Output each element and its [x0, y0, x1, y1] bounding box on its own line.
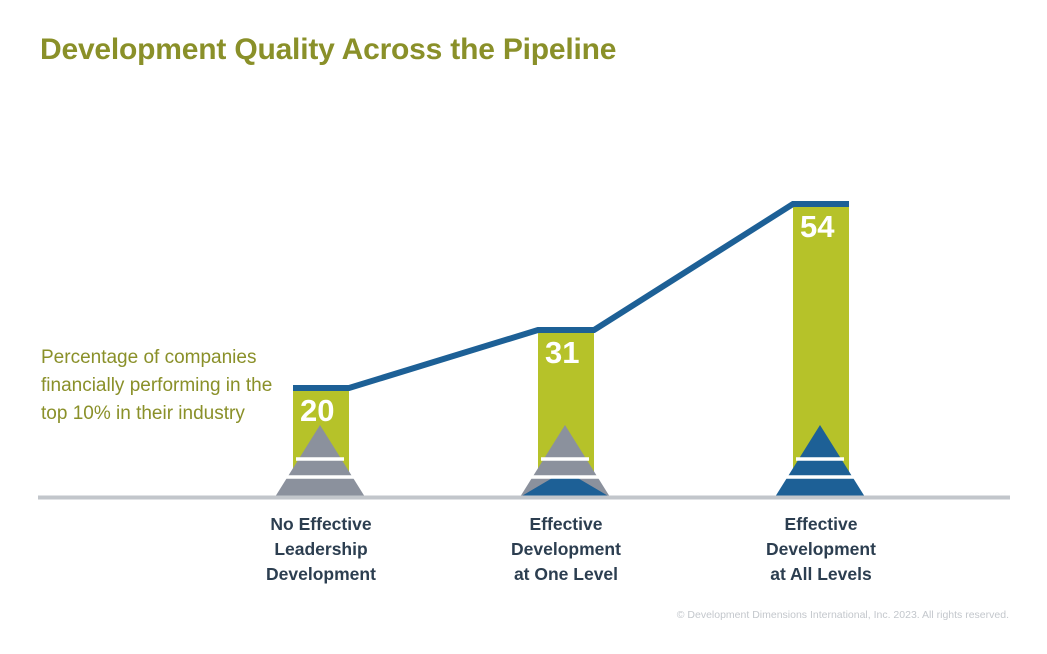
category-label-no-effective-leadership-development: No Effective Leadership Development [211, 512, 431, 587]
category-label-line: No Effective [270, 514, 372, 534]
page-title: Development Quality Across the Pipeline [40, 33, 617, 66]
category-label-line: Effective [529, 514, 603, 534]
category-label-line: Leadership [274, 539, 368, 559]
chart-caption: Percentage of companies financially perf… [41, 347, 273, 424]
value-label-bar-1: 20 [300, 393, 335, 428]
pyramid-icon-effective-development-one-level [520, 425, 610, 497]
pyramid-icon-no-effective-leadership-development [275, 425, 365, 497]
category-label-effective-development-all-levels: Effective Development at All Levels [711, 512, 931, 587]
value-label-bar-2: 31 [545, 335, 580, 370]
category-label-effective-development-one-level: Effective Development at One Level [456, 512, 676, 587]
category-label-line: Development [766, 539, 876, 559]
value-label-bar-3: 54 [800, 209, 835, 244]
pyramid-icon-effective-development-all-levels [775, 425, 865, 497]
category-label-line: Development [511, 539, 621, 559]
category-label-line: Effective [784, 514, 858, 534]
trend-connector-line [293, 201, 849, 391]
category-label-line: Development [266, 564, 376, 584]
category-label-line: at All Levels [770, 564, 872, 584]
category-label-line: at One Level [513, 564, 619, 584]
copyright-notice: © Development Dimensions International, … [676, 609, 1009, 621]
